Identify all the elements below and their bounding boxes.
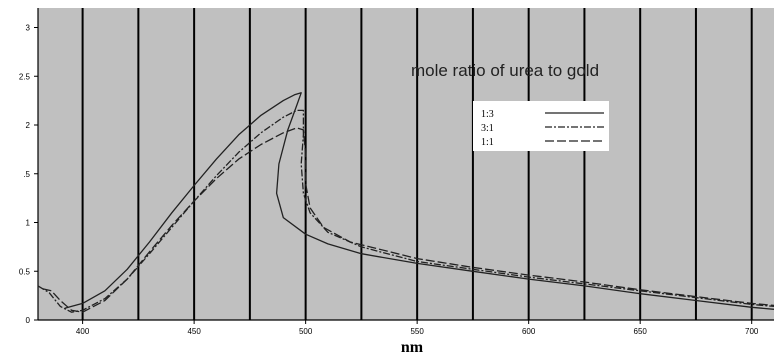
y-tick-label: .5 — [23, 170, 30, 179]
y-tick-label: 1 — [26, 219, 31, 228]
y-tick-label: 0.5 — [19, 267, 31, 276]
x-tick-labels: 400 450 500 550 600 650 700 — [76, 320, 759, 336]
y-tick-label: 0 — [26, 316, 31, 325]
x-axis-label: nm — [401, 339, 424, 354]
legend-label: 1:1 — [481, 137, 494, 148]
y-tick-label: 2.5 — [19, 72, 31, 81]
legend-label: 1:3 — [481, 109, 494, 120]
legend: 1:3 3:1 1:1 — [473, 101, 609, 151]
x-tick-label: 500 — [299, 327, 313, 336]
y-tick-labels: 0 0.5 1 .5 2 2.5 3 — [19, 24, 38, 326]
chart-title: mole ratio of urea to gold — [411, 61, 599, 80]
x-tick-label: 400 — [76, 327, 90, 336]
x-tick-label: 650 — [634, 327, 648, 336]
plot-background — [38, 8, 774, 320]
x-tick-label: 600 — [522, 327, 536, 336]
y-tick-label: 2 — [26, 121, 31, 130]
legend-label: 3:1 — [481, 123, 494, 134]
x-tick-label: 700 — [745, 327, 759, 336]
x-tick-label: 450 — [187, 327, 201, 336]
x-tick-label: 550 — [410, 327, 424, 336]
y-tick-label: 3 — [26, 24, 31, 33]
